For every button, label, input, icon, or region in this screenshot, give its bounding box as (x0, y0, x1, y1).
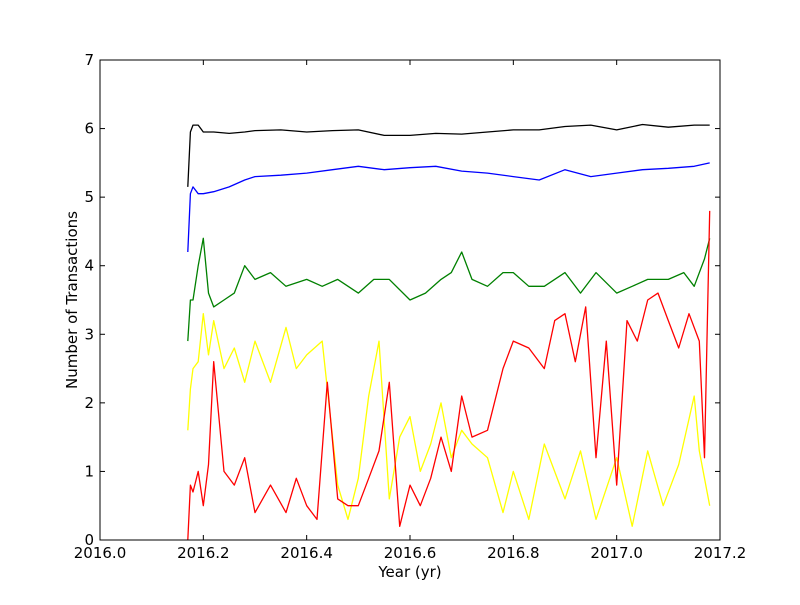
series-line-1 (187, 123, 710, 187)
x-tick-label: 2016.4 (280, 544, 333, 562)
y-tick-label: 5 (84, 188, 94, 206)
series-line-5 (187, 210, 711, 541)
y-axis-ticks: 0 1 2 3 4 5 6 7 (84, 51, 720, 549)
x-axis-title: Year (yr) (377, 563, 441, 581)
x-tick-label: 2016.2 (177, 544, 230, 562)
y-tick-label: 6 (84, 120, 94, 138)
y-tick-label: 3 (84, 325, 94, 343)
y-tick-label: 0 (84, 531, 94, 549)
x-axis-ticks: 2016.0 2016.2 2016.4 2016.6 2016.8 2017.0 2017… (74, 60, 747, 562)
series-line-3 (187, 237, 711, 342)
y-tick-label: 2 (84, 394, 94, 412)
x-tick-label: 2016.6 (384, 544, 437, 562)
y-tick-label: 1 (84, 462, 94, 480)
x-tick-label: 2016.0 (74, 544, 127, 562)
y-tick-label: 7 (84, 51, 94, 69)
plot-lines (187, 123, 711, 541)
series-line-2 (187, 162, 710, 253)
x-tick-label: 2016.8 (487, 544, 540, 562)
series-line-4 (187, 313, 711, 527)
y-axis-title: Number of Transactions (63, 211, 81, 389)
y-tick-label: 4 (84, 257, 94, 275)
x-tick-label: 2017.0 (590, 544, 643, 562)
x-tick-label: 2017.2 (694, 544, 747, 562)
